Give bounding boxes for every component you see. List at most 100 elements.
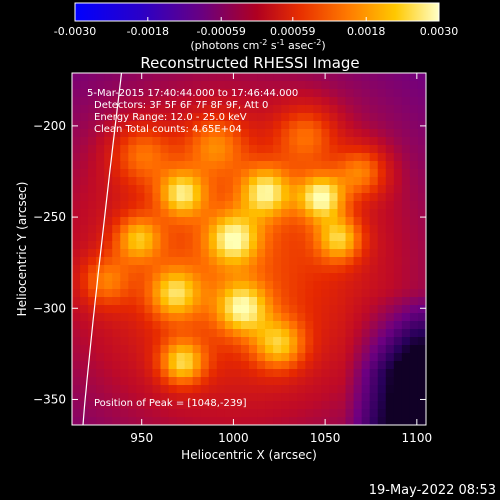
- heatmap-cell: [401, 201, 411, 210]
- heatmap-cell: [168, 257, 177, 266]
- heatmap-cell: [257, 209, 266, 218]
- heatmap-cell: [305, 417, 314, 425]
- heatmap-cell: [417, 137, 426, 146]
- heatmap-cell: [152, 409, 161, 418]
- heatmap-cell: [289, 321, 298, 330]
- heatmap-cell: [160, 329, 169, 338]
- heatmap-cell: [361, 345, 371, 354]
- heatmap-cell: [289, 193, 298, 202]
- heatmap-cell: [249, 417, 258, 425]
- heatmap-cell: [369, 201, 379, 210]
- heatmap-cell: [409, 185, 419, 194]
- heatmap-cell: [184, 409, 194, 418]
- heatmap-cell: [72, 177, 81, 186]
- heatmap-cell: [289, 417, 298, 425]
- heatmap-cell: [96, 169, 105, 178]
- heatmap-cell: [104, 257, 113, 266]
- heatmap-cell: [112, 233, 121, 242]
- heatmap-cell: [152, 193, 161, 202]
- heatmap-cell: [232, 113, 242, 122]
- heatmap-cell: [377, 377, 387, 386]
- heatmap-cell: [208, 257, 218, 266]
- heatmap-cell: [361, 233, 371, 242]
- heatmap-cell: [200, 305, 210, 314]
- heatmap-cell: [96, 145, 105, 154]
- heatmap-cell: [80, 329, 89, 338]
- heatmap-cell: [361, 217, 371, 226]
- heatmap-cell: [152, 337, 161, 346]
- heatmap-cell: [281, 417, 290, 425]
- heatmap-cell: [353, 161, 363, 170]
- heatmap-cell: [385, 249, 395, 258]
- heatmap-cell: [120, 393, 129, 402]
- heatmap-cell: [152, 129, 161, 138]
- heatmap-cell: [337, 225, 346, 234]
- heatmap-cell: [281, 209, 290, 218]
- heatmap-cell: [313, 177, 322, 186]
- heatmap-cell: [377, 313, 387, 322]
- heatmap-cell: [192, 377, 202, 386]
- heatmap-cell: [152, 313, 161, 322]
- heatmap-cell: [289, 401, 298, 410]
- heatmap-cell: [329, 225, 338, 234]
- heatmap-cell: [192, 401, 202, 410]
- heatmap-cell: [401, 369, 411, 378]
- heatmap-cell: [88, 313, 97, 322]
- heatmap-cell: [321, 273, 330, 282]
- heatmap-cell: [297, 273, 306, 282]
- heatmap-cell: [88, 129, 97, 138]
- heatmap-cell: [96, 289, 105, 298]
- heatmap-cell: [160, 161, 169, 170]
- heatmap-cell: [353, 337, 363, 346]
- heatmap-cell: [96, 353, 105, 362]
- heatmap-cell: [305, 377, 314, 386]
- heatmap-cell: [329, 361, 338, 370]
- heatmap-cell: [265, 209, 274, 218]
- heatmap-cell: [321, 361, 330, 370]
- heatmap-cell: [96, 129, 105, 138]
- heatmap-cell: [305, 121, 314, 130]
- heatmap-cell: [337, 321, 346, 330]
- heatmap-cell: [96, 417, 105, 425]
- heatmap-cell: [377, 81, 387, 90]
- heatmap-cell: [168, 385, 177, 394]
- heatmap-cell: [152, 145, 161, 154]
- heatmap-cell: [361, 321, 371, 330]
- heatmap-cell: [224, 281, 234, 290]
- heatmap-cell: [313, 265, 322, 274]
- heatmap-cell: [297, 225, 306, 234]
- heatmap-image: [72, 73, 426, 425]
- heatmap-cell: [297, 393, 306, 402]
- heatmap-cell: [216, 73, 226, 82]
- heatmap-cell: [232, 137, 242, 146]
- heatmap-cell: [345, 241, 354, 250]
- heatmap-cell: [273, 305, 282, 314]
- heatmap-cell: [136, 369, 145, 378]
- heatmap-cell: [377, 345, 387, 354]
- heatmap-cell: [192, 129, 202, 138]
- heatmap-cell: [273, 121, 282, 130]
- heatmap-cell: [80, 257, 89, 266]
- heatmap-cell: [72, 89, 81, 98]
- heatmap-cell: [369, 313, 379, 322]
- heatmap-cell: [160, 273, 169, 282]
- heatmap-cell: [232, 281, 242, 290]
- heatmap-cell: [297, 97, 306, 106]
- heatmap-cell: [104, 393, 113, 402]
- heatmap-cell: [120, 89, 129, 98]
- heatmap-cell: [345, 361, 354, 370]
- heatmap-cell: [353, 177, 363, 186]
- heatmap-cell: [401, 281, 411, 290]
- heatmap-cell: [144, 153, 153, 162]
- heatmap-cell: [200, 265, 210, 274]
- heatmap-cell: [112, 345, 121, 354]
- heatmap-cell: [417, 241, 426, 250]
- heatmap-cell: [144, 273, 153, 282]
- heatmap-cell: [265, 385, 274, 394]
- heatmap-cell: [160, 345, 169, 354]
- heatmap-cell: [337, 177, 346, 186]
- heatmap-cell: [128, 89, 137, 98]
- heatmap-cell: [136, 193, 145, 202]
- heatmap-cell: [345, 81, 354, 90]
- heatmap-cell: [265, 113, 274, 122]
